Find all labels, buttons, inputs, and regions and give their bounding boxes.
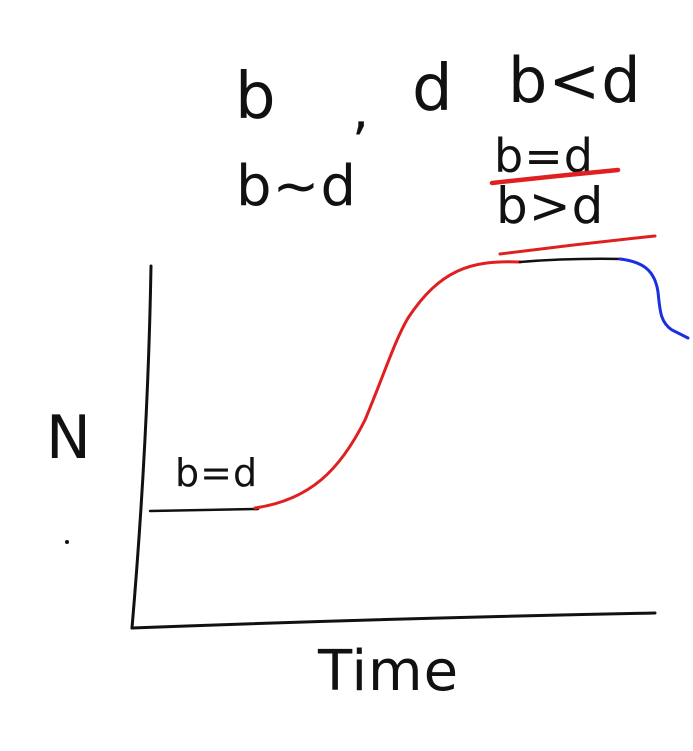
label-b: b (235, 60, 277, 134)
x-axis-label: Time (317, 639, 459, 704)
decline-curve (618, 257, 690, 340)
label-comma: , (352, 78, 370, 141)
label-b-equals-d-plateau: b=d (175, 451, 258, 495)
upper-plateau-line (518, 257, 624, 264)
x-axis (130, 611, 657, 630)
label-b-greater-d: b>d (496, 177, 604, 235)
initial-plateau-line (148, 507, 260, 513)
stray-dot (65, 540, 69, 544)
y-axis-label: N (46, 403, 92, 473)
red-underline-top (489, 167, 621, 186)
label-d: d (412, 52, 454, 126)
y-axis (130, 264, 153, 630)
label-b-approx-d: b~d (236, 154, 357, 219)
red-underline-bottom (498, 234, 657, 256)
growth-curve (253, 260, 522, 510)
label-b-less-d: b<d (508, 44, 642, 117)
